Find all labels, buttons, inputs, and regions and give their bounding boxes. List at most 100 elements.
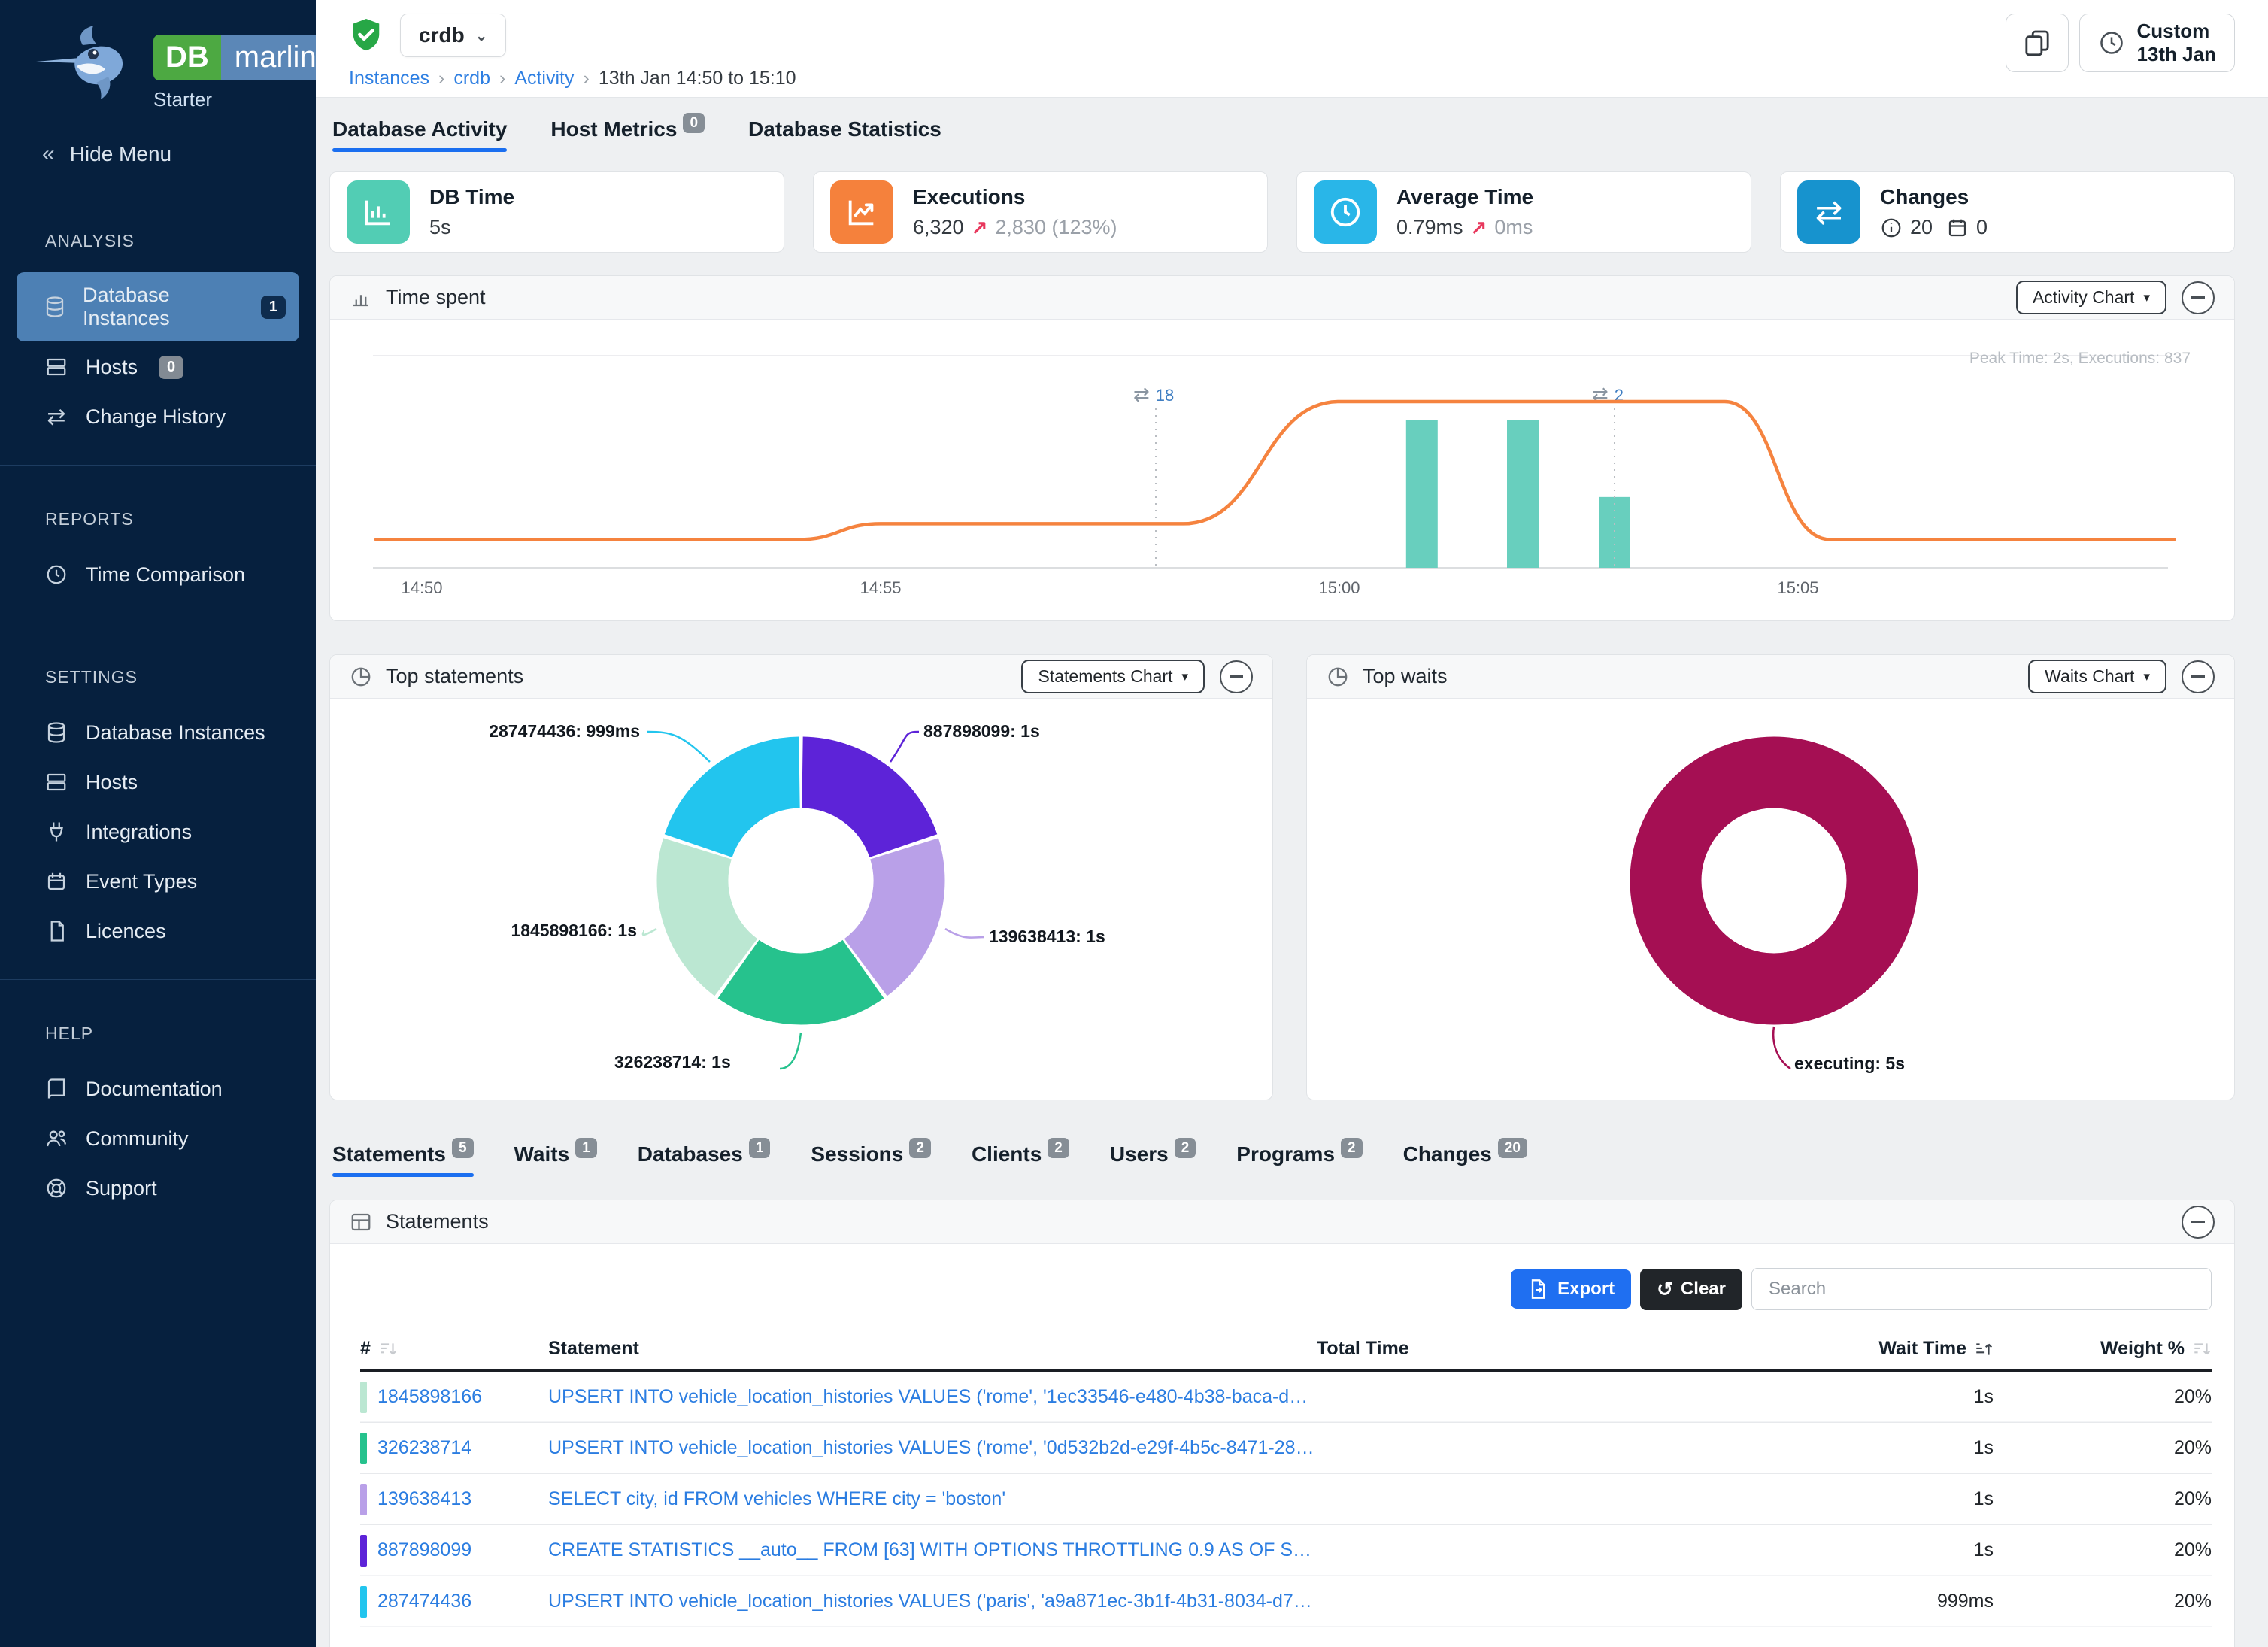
sidebar-item-time-comparison[interactable]: Time Comparison	[17, 551, 299, 599]
top-waits-panel: Top waits Waits Chart ▾ executing: 5s	[1306, 654, 2235, 1100]
logo-db-text: DB	[153, 35, 221, 80]
panel-title: Top statements	[386, 665, 524, 687]
weight-value: 20%	[2173, 1539, 2212, 1561]
copy-button[interactable]	[2005, 14, 2069, 72]
weight-value: 20%	[2173, 1488, 2212, 1509]
breadcrumb-link-instances[interactable]: Instances	[349, 68, 430, 89]
wait-time-value: 1s	[1973, 1539, 1994, 1561]
sidebar-item-support[interactable]: Support	[17, 1164, 299, 1212]
sidebar-item-change-history[interactable]: ⇄ Change History	[17, 393, 299, 441]
sidebar-item-licences[interactable]: Licences	[17, 907, 299, 955]
time-range-button[interactable]: Custom 13th Jan	[2078, 14, 2235, 72]
sidebar-item-database-instances-settings[interactable]: Database Instances	[17, 708, 299, 757]
statement-color-bar	[360, 1432, 367, 1464]
waits-chart-selector[interactable]: Waits Chart ▾	[2028, 660, 2166, 693]
tab-changes[interactable]: Changes 20	[1403, 1138, 1527, 1177]
pie-chart-icon	[350, 666, 372, 688]
tab-databases[interactable]: Databases 1	[638, 1138, 771, 1177]
top-statements-panel: Top statements Statements Chart ▾	[329, 654, 1273, 1100]
statement-link[interactable]: SELECT city, id FROM vehicles WHERE city…	[548, 1488, 1006, 1509]
statement-id-link[interactable]: 1845898166	[377, 1386, 483, 1407]
tab-host-metrics[interactable]: Host Metrics 0	[550, 113, 705, 152]
clear-button[interactable]: ↺ Clear	[1640, 1268, 1742, 1310]
collapse-panel-button[interactable]	[1220, 660, 1253, 693]
sidebar-item-hosts-settings[interactable]: Hosts	[17, 758, 299, 806]
tab-database-statistics[interactable]: Database Statistics	[748, 117, 941, 141]
community-icon	[44, 1126, 69, 1151]
tab-statements[interactable]: Statements 5	[332, 1138, 474, 1177]
wait-time-value: 999ms	[1936, 1591, 1994, 1612]
main-tabs: Database Activity Host Metrics 0 Database…	[329, 113, 2235, 152]
statement-id-link[interactable]: 887898099	[377, 1539, 472, 1561]
export-button[interactable]: Export	[1511, 1269, 1632, 1309]
tab-users[interactable]: Users 2	[1110, 1138, 1196, 1177]
sidebar-item-integrations[interactable]: Integrations	[17, 808, 299, 856]
tab-clients[interactable]: Clients 2	[972, 1138, 1069, 1177]
statement-color-bar	[360, 1483, 367, 1515]
collapse-panel-button[interactable]	[2182, 660, 2215, 693]
donut-label: executing: 5s	[1794, 1054, 1905, 1073]
plan-label: Starter	[153, 88, 213, 111]
integrations-icon	[44, 819, 69, 845]
card-db-time: DB Time 5s	[329, 171, 784, 253]
col-header-wait-time[interactable]: Wait Time	[1678, 1338, 1994, 1360]
calendar-icon	[1946, 217, 1969, 239]
statement-id-link[interactable]: 287474436	[377, 1591, 472, 1612]
statement-link[interactable]: UPSERT INTO vehicle_location_histories V…	[548, 1591, 1317, 1612]
statement-id-link[interactable]: 139638413	[377, 1488, 472, 1509]
sort-down-icon	[2194, 1342, 2211, 1354]
breadcrumb-link-activity[interactable]: Activity	[514, 68, 575, 89]
statement-link[interactable]: CREATE STATISTICS __auto__ FROM [63] WIT…	[548, 1539, 1317, 1561]
statements-donut-chart[interactable]: 287474436: 999ms 887898099: 1s 184589816…	[330, 699, 1272, 1100]
sort-up-icon	[1976, 1342, 1993, 1355]
weight-value: 20%	[2173, 1386, 2212, 1407]
sidebar-item-database-instances[interactable]: Database Instances 1	[17, 272, 299, 341]
tab-database-activity[interactable]: Database Activity	[332, 117, 508, 152]
collapse-panel-button[interactable]	[2182, 1205, 2215, 1239]
breadcrumb: Instances › crdb › Activity › 13th Jan 14:50 t…	[349, 68, 796, 89]
count-badge: 1	[260, 295, 286, 319]
svg-text:⇄18: ⇄ 18	[1133, 383, 1174, 405]
panel-title: Top waits	[1363, 665, 1448, 687]
card-changes: ⇄ Changes 20 0	[1780, 171, 2235, 253]
svg-text:15:05: 15:05	[1777, 578, 1818, 597]
section-title-reports: REPORTS	[45, 509, 134, 529]
col-header-weight[interactable]: Weight %	[1994, 1338, 2212, 1360]
statement-color-bar	[360, 1534, 367, 1567]
breadcrumb-link-crdb[interactable]: crdb	[453, 68, 490, 89]
sidebar-item-event-types[interactable]: Event Types	[17, 857, 299, 905]
tab-waits[interactable]: Waits 1	[514, 1138, 597, 1177]
col-header-total-time[interactable]: Total Time	[1317, 1338, 1409, 1359]
sidebar-item-community[interactable]: Community	[17, 1115, 299, 1163]
change-history-icon: ⇄	[47, 404, 66, 429]
statement-link[interactable]: UPSERT INTO vehicle_location_histories V…	[548, 1437, 1317, 1458]
tab-sessions[interactable]: Sessions 2	[811, 1138, 931, 1177]
documentation-icon	[44, 1076, 69, 1102]
statement-id-link[interactable]: 326238714	[377, 1437, 472, 1458]
section-title-analysis: ANALYSIS	[45, 231, 135, 250]
col-header-num[interactable]: #	[360, 1338, 548, 1360]
svg-text:14:55: 14:55	[860, 578, 901, 597]
sidebar-item-documentation[interactable]: Documentation	[17, 1065, 299, 1113]
health-shield-icon	[349, 17, 384, 54]
collapse-panel-button[interactable]	[2182, 281, 2215, 314]
instance-selector-button[interactable]: crdb ⌄	[400, 14, 507, 57]
sidebar-item-hosts[interactable]: Hosts 0	[17, 343, 299, 391]
tab-programs[interactable]: Programs 2	[1236, 1138, 1363, 1177]
time-spent-panel: Time spent Activity Chart ▾ Peak Time: 2…	[329, 275, 2235, 621]
changes-swap-icon: ⇄	[1797, 180, 1860, 244]
statements-chart-selector[interactable]: Statements Chart ▾	[1021, 660, 1205, 693]
activity-chart-selector[interactable]: Activity Chart ▾	[2015, 281, 2166, 314]
time-spent-chart[interactable]: Peak Time: 2s, Executions: 837 14:50 14:5…	[330, 320, 2234, 620]
waits-donut-chart[interactable]: executing: 5s	[1307, 699, 2234, 1100]
up-arrow-icon: ↗	[1470, 216, 1487, 238]
info-icon	[1880, 217, 1903, 239]
hide-menu-button[interactable]: « Hide Menu	[42, 141, 172, 166]
search-input[interactable]	[1751, 1268, 2212, 1310]
table-row: 287474436 UPSERT INTO vehicle_location_h…	[360, 1576, 2212, 1627]
col-header-statement[interactable]: Statement	[548, 1338, 639, 1359]
database-icon	[44, 294, 66, 320]
app-logo[interactable]: DB marlin Starter	[0, 0, 330, 122]
statement-link[interactable]: UPSERT INTO vehicle_location_histories V…	[548, 1386, 1317, 1407]
table-header-row: # Statement Total Time Wait Time Weight …	[360, 1328, 2212, 1372]
